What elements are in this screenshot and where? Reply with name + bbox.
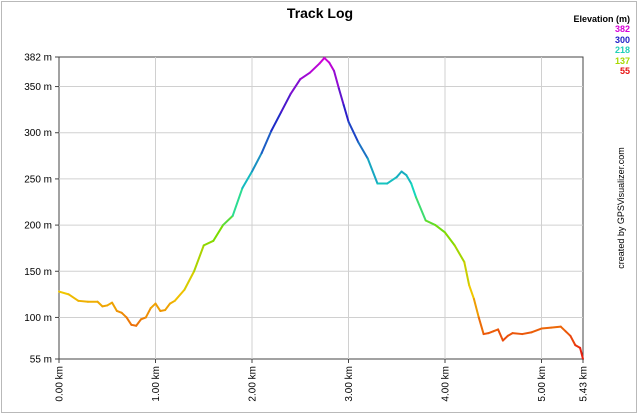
elevation-segment [183, 270, 196, 291]
y-tick-label: 200 m [24, 221, 52, 232]
legend-entry-55: 55 [619, 66, 630, 77]
elevation-segment [468, 284, 475, 300]
elevation-segment [366, 157, 379, 185]
elevation-segment [154, 302, 162, 312]
y-tick-label: 350 m [24, 82, 52, 93]
elevation-segment [415, 196, 427, 222]
elevation-segment [173, 288, 186, 302]
legend-title: Elevation (m) [573, 14, 630, 24]
legend-entry-300: 300 [614, 34, 630, 45]
elevation-segment [120, 311, 128, 319]
elevation-segment [299, 71, 311, 81]
plot-area [58, 56, 584, 360]
elevation-segment [434, 224, 447, 234]
elevation-segment [96, 300, 104, 308]
x-axis: 0.00 km 1.00 km 2.00 km 3.00 km 4.00 km 5.00 … [55, 359, 590, 402]
elevation-legend: Elevation (m) 382 300 218 137 55 [573, 14, 630, 76]
y-axis: 55 m 100 m 150 m 200 m 250 m 300 m 350 m 382 m [24, 53, 59, 366]
elevation-profile [58, 56, 584, 360]
y-tick-label: 150 m [24, 267, 52, 278]
elevation-segment [559, 325, 567, 333]
elevation-segment [540, 326, 553, 330]
elevation-segment [111, 301, 118, 312]
elevation-segment [318, 56, 326, 65]
elevation-segment [308, 62, 321, 74]
y-tick-label: 100 m [24, 313, 52, 324]
x-tick-label: 4.00 km [441, 366, 452, 402]
elevation-segment [251, 152, 263, 173]
elevation-segment [231, 187, 244, 217]
elevation-segment [67, 293, 80, 302]
elevation-segment [135, 318, 143, 327]
elevation-segment [241, 170, 254, 190]
elevation-segment [530, 327, 543, 334]
elevation-segment [497, 328, 504, 342]
elevation-segment [579, 346, 584, 360]
elevation-segment [279, 92, 292, 114]
elevation-segment [149, 302, 157, 310]
x-tick-label: 5.00 km [537, 366, 548, 402]
y-tick-label: 55 m [30, 355, 52, 366]
elevation-segment [511, 332, 524, 336]
elevation-segment [337, 87, 345, 107]
elevation-segment [260, 129, 273, 155]
elevation-segment [564, 330, 572, 337]
x-tick-label: 5.43 km [579, 366, 590, 402]
elevation-segment [453, 244, 466, 264]
elevation-segment [164, 302, 171, 312]
elevation-segment [472, 297, 480, 319]
elevation-segment [395, 170, 403, 179]
grid [59, 57, 583, 359]
elevation-segment [193, 244, 205, 273]
elevation-segment [405, 174, 413, 185]
elevation-segment [501, 334, 509, 342]
elevation-segment [550, 325, 562, 329]
x-tick-label: 0.00 km [55, 366, 66, 402]
legend-entry-218: 218 [614, 45, 630, 56]
elevation-segment [410, 182, 418, 199]
y-tick-label: 382 m [24, 53, 52, 64]
elevation-segment [386, 176, 398, 185]
elevation-segment [58, 290, 70, 296]
legend-entry-137: 137 [614, 55, 630, 66]
elevation-segment [400, 170, 408, 177]
elevation-segment [477, 316, 485, 336]
elevation-segment [202, 239, 215, 247]
elevation-segment [521, 331, 533, 336]
legend-entry-382: 382 [614, 24, 630, 35]
elevation-segment [222, 214, 234, 227]
elevation-segment [125, 316, 133, 326]
y-tick-label: 300 m [24, 128, 52, 139]
elevation-segment [289, 78, 302, 95]
elevation-segment [270, 111, 282, 132]
chart-title: Track Log [286, 5, 354, 21]
elevation-segment [569, 334, 577, 347]
x-tick-label: 3.00 km [344, 366, 355, 402]
elevation-segment [357, 140, 369, 160]
elevation-segment [212, 224, 225, 242]
elevation-segment [328, 61, 336, 72]
elevation-segment [342, 104, 350, 123]
elevation-segment [444, 231, 456, 247]
elevation-segment [323, 56, 331, 64]
x-tick-label: 2.00 km [248, 366, 259, 402]
elevation-segment [144, 307, 152, 319]
elevation-segment [347, 120, 360, 143]
elevation-segment [77, 299, 89, 303]
x-tick-label: 1.00 km [151, 366, 162, 402]
y-tick-label: 250 m [24, 174, 52, 185]
elevation-segment [424, 219, 437, 227]
elevation-segment [333, 69, 340, 90]
elevation-segment [463, 261, 471, 287]
